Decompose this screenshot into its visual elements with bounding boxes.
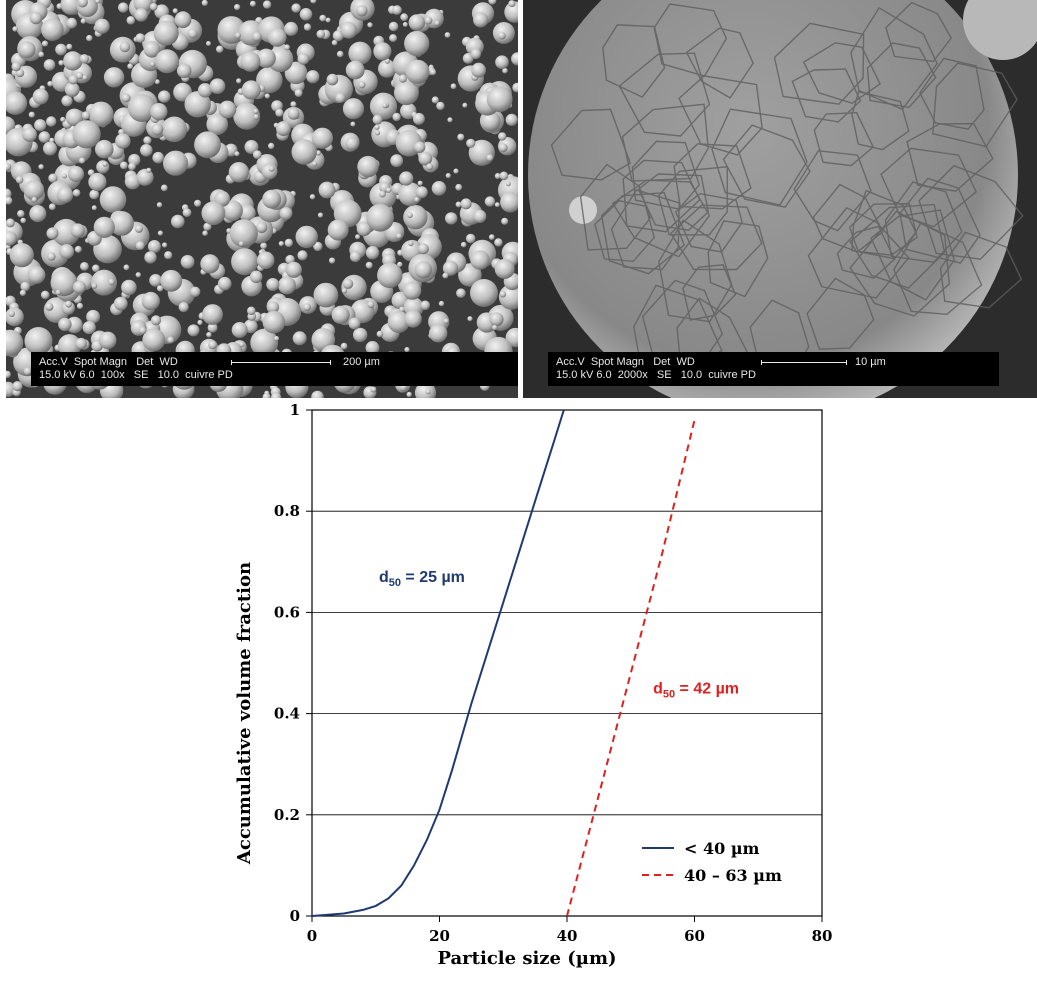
sem-info-row-2: 15.0 kV 6.0 100x SE 10.0 cuivre PD (39, 369, 233, 381)
particle-size-distribution-chart: 0 0.2 0.4 0.6 0.8 1 0 20 40 60 80 Particle size (µm… (234, 401, 833, 969)
sem-info-row-1: Acc.V Spot Magn Det WD (39, 356, 178, 368)
legend-label: 40 – 63 µm (684, 866, 782, 885)
y-tick-label: 0.8 (274, 502, 300, 520)
series-line-2 (566, 419, 696, 917)
scale-bar (761, 360, 847, 365)
sem-info-row-1: Acc.V Spot Magn Det WD (556, 356, 695, 368)
sem-micrograph-100x: Acc.V Spot Magn Det WD 15.0 kV 6.0 100x … (6, 0, 518, 398)
x-tick-label: 0 (307, 927, 317, 945)
sem-micrograph-2000x: Acc.V Spot Magn Det WD 15.0 kV 6.0 2000x… (523, 0, 1037, 398)
y-tick-label: 1 (290, 401, 300, 419)
grid-lines (312, 510, 822, 816)
series-line-1 (311, 409, 565, 917)
y-tick-label: 0 (290, 907, 300, 925)
scale-bar-label: 10 µm (855, 356, 886, 368)
legend-label: < 40 µm (684, 839, 760, 858)
sem-info-bar: Acc.V Spot Magn Det WD 15.0 kV 6.0 2000x… (548, 352, 999, 386)
x-tick-label: 80 (812, 927, 833, 945)
y-tick-label: 0.2 (274, 806, 300, 824)
x-tick-label: 40 (557, 927, 578, 945)
sem-info-bar: Acc.V Spot Magn Det WD 15.0 kV 6.0 100x … (31, 352, 518, 386)
d50-annotation-1: d50 = 25 µm (379, 569, 465, 589)
y-tick-label: 0.4 (274, 705, 300, 723)
x-axis-label: Particle size (µm) (437, 948, 616, 969)
particles (6, 0, 518, 398)
large-particle (528, 0, 1018, 398)
y-tick-label: 0.6 (274, 603, 300, 621)
scale-bar-label: 200 µm (343, 356, 380, 368)
powder-particles-image (6, 0, 518, 398)
scale-bar (231, 360, 331, 365)
x-tick-label: 20 (429, 927, 450, 945)
x-tick-label: 60 (684, 927, 705, 945)
legend: < 40 µm 40 – 63 µm (642, 839, 782, 885)
y-axis-label: Accumulative volume fraction (234, 562, 255, 865)
single-particle-image (523, 0, 1037, 398)
d50-annotation-2: d50 = 42 µm (653, 680, 739, 700)
sem-info-row-2: 15.0 kV 6.0 2000x SE 10.0 cuivre PD (556, 369, 756, 381)
